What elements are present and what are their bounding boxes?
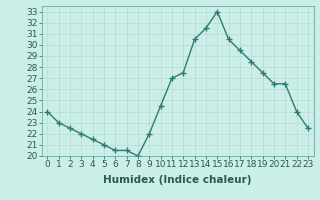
X-axis label: Humidex (Indice chaleur): Humidex (Indice chaleur)	[103, 175, 252, 185]
